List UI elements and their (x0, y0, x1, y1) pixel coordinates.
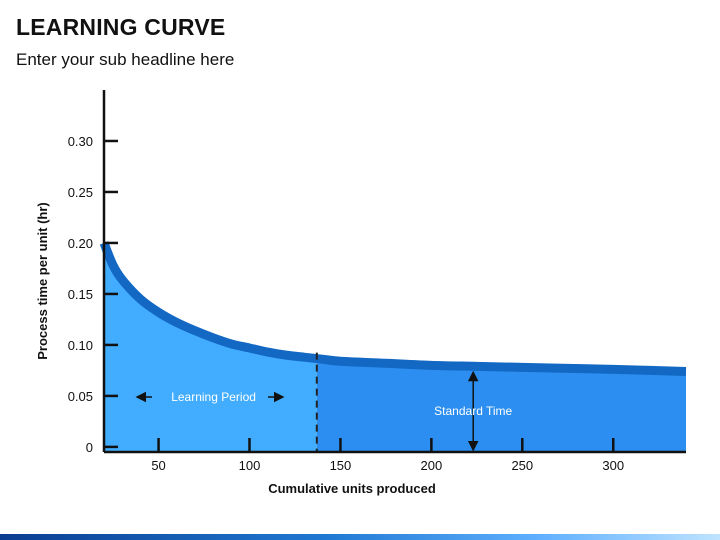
curve-band (99, 241, 687, 452)
y-tick-label: 0.15 (68, 287, 93, 302)
y-tick-label: 0.25 (68, 185, 93, 200)
x-tick-label: 50 (151, 458, 165, 473)
axes (102, 90, 686, 454)
page-title: LEARNING CURVE (16, 14, 226, 40)
y-axis-title: Process time per unit (hr) (35, 202, 50, 359)
y-tick-label: 0.10 (68, 338, 93, 353)
annotations: Learning Period Standard Time (135, 370, 513, 452)
learning-period-area (104, 242, 317, 452)
x-tick-label: 100 (239, 458, 261, 473)
standard-time-area (316, 358, 686, 452)
x-tick-label: 300 (602, 458, 624, 473)
area-fills (104, 242, 686, 452)
learning-curve-line (99, 241, 687, 376)
tick-group: 0 0.05 0.10 0.15 0.20 0.25 0.30 50 100 150 200 250 3… (68, 134, 624, 473)
page-subtitle: Enter your sub headline here (16, 50, 235, 69)
standard-time-label: Standard Time (434, 404, 512, 418)
x-axis-title: Cumulative units produced (268, 481, 436, 496)
y-tick-label: 0.05 (68, 389, 93, 404)
learning-period-label: Learning Period (171, 390, 256, 404)
y-tick-label: 0.20 (68, 236, 93, 251)
footer-bar (0, 534, 720, 540)
x-tick-label: 250 (511, 458, 533, 473)
x-tick-label: 200 (421, 458, 443, 473)
x-tick-label: 150 (330, 458, 352, 473)
y-tick-label: 0 (86, 440, 93, 455)
y-tick-label: 0.30 (68, 134, 93, 149)
